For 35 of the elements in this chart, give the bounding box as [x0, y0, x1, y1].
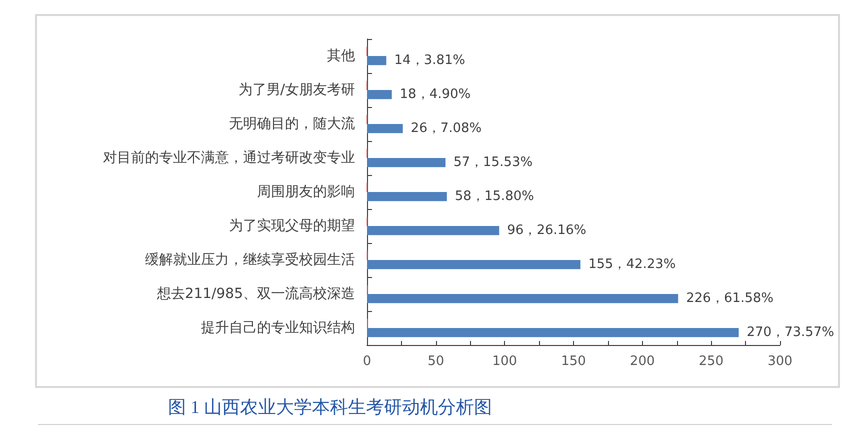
y-tick-label: 为了实现父母的期望: [229, 218, 355, 234]
data-label: 96，26.16%: [507, 223, 586, 238]
bar: [367, 56, 386, 66]
data-label: 26，7.08%: [410, 121, 482, 136]
bar: [367, 260, 580, 270]
y-tick-label: 无明确目的，随大流: [229, 116, 355, 132]
bar: [367, 90, 392, 100]
data-label: 270，73.57%: [746, 325, 834, 340]
x-tick-label: 150: [561, 354, 586, 369]
x-tick-label: 300: [768, 354, 792, 369]
y-tick-label: 提升自己的专业知识结构: [201, 320, 355, 336]
data-label: 57，15.53%: [453, 155, 533, 170]
data-label: 58，15.80%: [454, 189, 534, 204]
y-tick-label: 缓解就业压力，继续享受校园生活: [145, 252, 355, 268]
data-label: 226，61.58%: [686, 291, 774, 306]
data-label: 155，42.23%: [588, 257, 676, 272]
y-tick-label: 想去211/985、双一流高校深造: [156, 286, 355, 302]
text: 图 1 山西农业大学本科生考研动机分析图: [168, 397, 492, 417]
y-tick-label: 周围朋友的影响: [257, 184, 355, 200]
bar: [367, 226, 500, 236]
bar: [367, 328, 739, 338]
bar: [367, 192, 447, 202]
bar: [367, 158, 446, 168]
x-tick-label: 100: [492, 354, 518, 369]
y-tick-label: 对目前的专业不满意，通过考研改变专业: [103, 150, 355, 166]
data-label: 18，4.90%: [400, 87, 471, 102]
x-tick-label: 50: [428, 354, 444, 369]
data-label: 14，3.81%: [394, 53, 466, 68]
y-tick-label: 为了男/女朋友考研: [238, 82, 355, 98]
x-tick-label: 250: [698, 354, 724, 369]
x-tick-label: 200: [630, 354, 655, 369]
bar: [367, 294, 678, 304]
bar: [367, 124, 403, 134]
y-tick-label: 其他: [327, 48, 355, 64]
x-tick-label: 0: [362, 354, 372, 369]
